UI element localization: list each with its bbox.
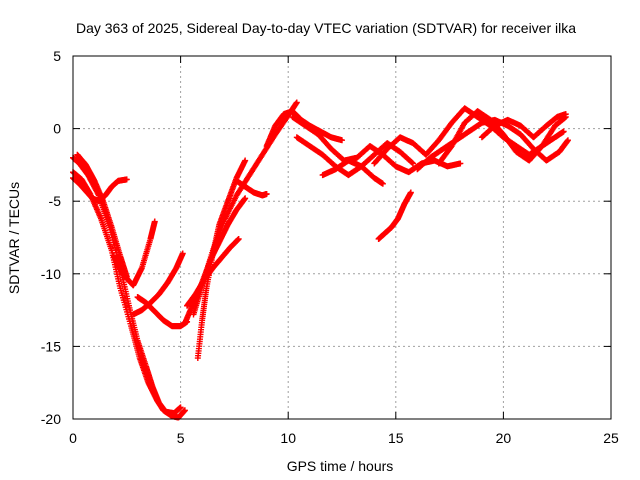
y-tick-label: -20: [41, 411, 61, 427]
y-tick-label: -10: [41, 266, 61, 282]
data-point: [560, 128, 567, 135]
y-tick-label: -15: [41, 338, 61, 354]
data-point: [177, 404, 184, 411]
data-points: [70, 99, 571, 421]
x-axis-label: GPS time / hours: [287, 458, 394, 474]
x-tick-label: 25: [603, 430, 619, 446]
data-point: [410, 160, 417, 167]
y-axis-label: SDTVAR / TECUs: [6, 182, 22, 294]
data-point: [409, 159, 416, 166]
data-point: [263, 190, 270, 197]
data-point: [457, 160, 464, 167]
data-point: [379, 180, 386, 187]
chart-title: Day 363 of 2025, Sidereal Day-to-day VTE…: [76, 20, 576, 36]
data-point: [407, 189, 414, 196]
data-point: [242, 157, 249, 164]
y-tick-label: -5: [49, 193, 62, 209]
x-tick-label: 20: [496, 430, 512, 446]
data-point: [151, 218, 158, 225]
y-tick-label: 5: [53, 48, 61, 64]
x-tick-label: 15: [388, 430, 404, 446]
x-tick-label: 10: [280, 430, 296, 446]
data-point: [181, 407, 188, 414]
y-axis: -20 -15 -10 -5 0 5: [41, 48, 611, 427]
data-point: [235, 235, 242, 242]
data-point: [242, 195, 249, 202]
data-point: [123, 176, 130, 183]
data-point: [339, 137, 345, 144]
plot-border: [72, 55, 612, 420]
data-point: [293, 99, 300, 106]
y-tick-label: 0: [53, 121, 61, 137]
data-point: [179, 250, 186, 257]
x-axis: 0 5 10 15 20 25: [69, 56, 619, 446]
data-point: [562, 111, 569, 118]
x-tick-label: 0: [69, 430, 77, 446]
data-point: [564, 137, 571, 144]
x-tick-label: 5: [177, 430, 185, 446]
